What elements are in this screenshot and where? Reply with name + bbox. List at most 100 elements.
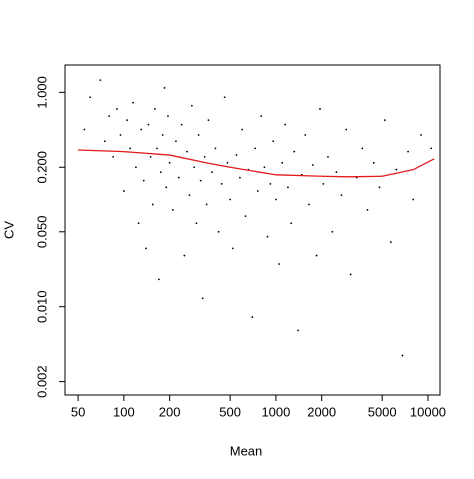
- point: [142, 179, 145, 182]
- point: [197, 134, 200, 136]
- point: [195, 222, 198, 225]
- point: [193, 166, 196, 169]
- point: [190, 104, 193, 107]
- point: [203, 155, 206, 158]
- point: [137, 222, 140, 225]
- point: [412, 198, 415, 201]
- point: [177, 176, 180, 179]
- y-tick-label: 1.000: [34, 76, 49, 109]
- point: [186, 150, 188, 153]
- point: [290, 222, 293, 225]
- point: [171, 209, 174, 211]
- point: [89, 96, 92, 99]
- point: [311, 164, 314, 166]
- point: [256, 190, 259, 192]
- point: [119, 134, 122, 136]
- point: [383, 119, 386, 122]
- x-tick-label: 1000: [261, 404, 290, 419]
- point: [366, 209, 369, 211]
- plot-frame: [64, 64, 441, 396]
- point: [217, 230, 220, 233]
- point: [260, 115, 263, 118]
- point: [278, 263, 281, 265]
- point: [207, 119, 210, 122]
- point: [132, 101, 135, 104]
- point: [229, 198, 232, 201]
- x-tick-label: 100: [113, 404, 135, 419]
- point: [122, 190, 125, 192]
- point: [331, 230, 334, 233]
- point: [266, 235, 269, 238]
- point: [126, 119, 128, 122]
- point: [116, 108, 118, 110]
- point: [430, 147, 433, 150]
- point: [401, 354, 404, 357]
- point: [322, 182, 325, 185]
- point: [308, 203, 310, 206]
- point: [340, 194, 343, 196]
- point: [226, 161, 229, 164]
- point: [99, 79, 102, 82]
- point: [269, 182, 272, 185]
- point: [378, 186, 381, 189]
- point: [112, 155, 115, 158]
- point: [335, 171, 338, 174]
- trend-line: [78, 149, 435, 178]
- point: [254, 147, 257, 150]
- point: [199, 179, 202, 182]
- x-tick-label: 500: [219, 404, 241, 419]
- point: [154, 108, 156, 110]
- x-tick-label: 2000: [307, 404, 336, 419]
- point: [220, 182, 223, 185]
- point: [151, 203, 154, 206]
- point: [420, 134, 422, 136]
- point: [129, 147, 132, 150]
- point: [188, 194, 191, 196]
- point: [168, 161, 171, 164]
- point: [407, 150, 409, 153]
- x-axis-label: Mean: [230, 443, 263, 458]
- x-tick-label: 10000: [410, 404, 446, 419]
- point: [201, 297, 204, 300]
- point: [241, 128, 244, 131]
- point: [83, 128, 86, 131]
- point: [135, 166, 137, 169]
- point: [263, 166, 266, 169]
- point: [372, 161, 375, 164]
- point: [108, 115, 111, 118]
- point: [284, 123, 287, 126]
- point: [293, 150, 296, 153]
- point: [205, 203, 208, 206]
- point: [103, 140, 106, 143]
- point: [167, 115, 169, 118]
- point: [140, 128, 143, 131]
- point: [287, 186, 289, 189]
- point: [158, 278, 160, 281]
- point: [175, 140, 177, 143]
- x-tick-label: 5000: [368, 404, 397, 419]
- y-axis-label: CV: [1, 221, 16, 239]
- point: [214, 147, 217, 150]
- point: [180, 123, 183, 126]
- point: [304, 134, 307, 136]
- y-tick-label: 0.050: [34, 216, 49, 249]
- point: [165, 186, 168, 189]
- point: [272, 140, 275, 143]
- point: [395, 168, 398, 171]
- point: [231, 247, 234, 250]
- point: [345, 128, 348, 131]
- point: [251, 316, 254, 318]
- point: [327, 155, 329, 158]
- point: [149, 155, 152, 158]
- point: [281, 161, 284, 164]
- y-tick-label: 0.002: [34, 365, 49, 398]
- x-tick-label: 200: [159, 404, 181, 419]
- y-tick-label: 0.010: [34, 290, 49, 323]
- point: [239, 176, 241, 179]
- point: [275, 198, 277, 201]
- point: [145, 247, 147, 250]
- x-tick-label: 50: [71, 404, 85, 419]
- point: [161, 134, 164, 136]
- point: [147, 123, 150, 126]
